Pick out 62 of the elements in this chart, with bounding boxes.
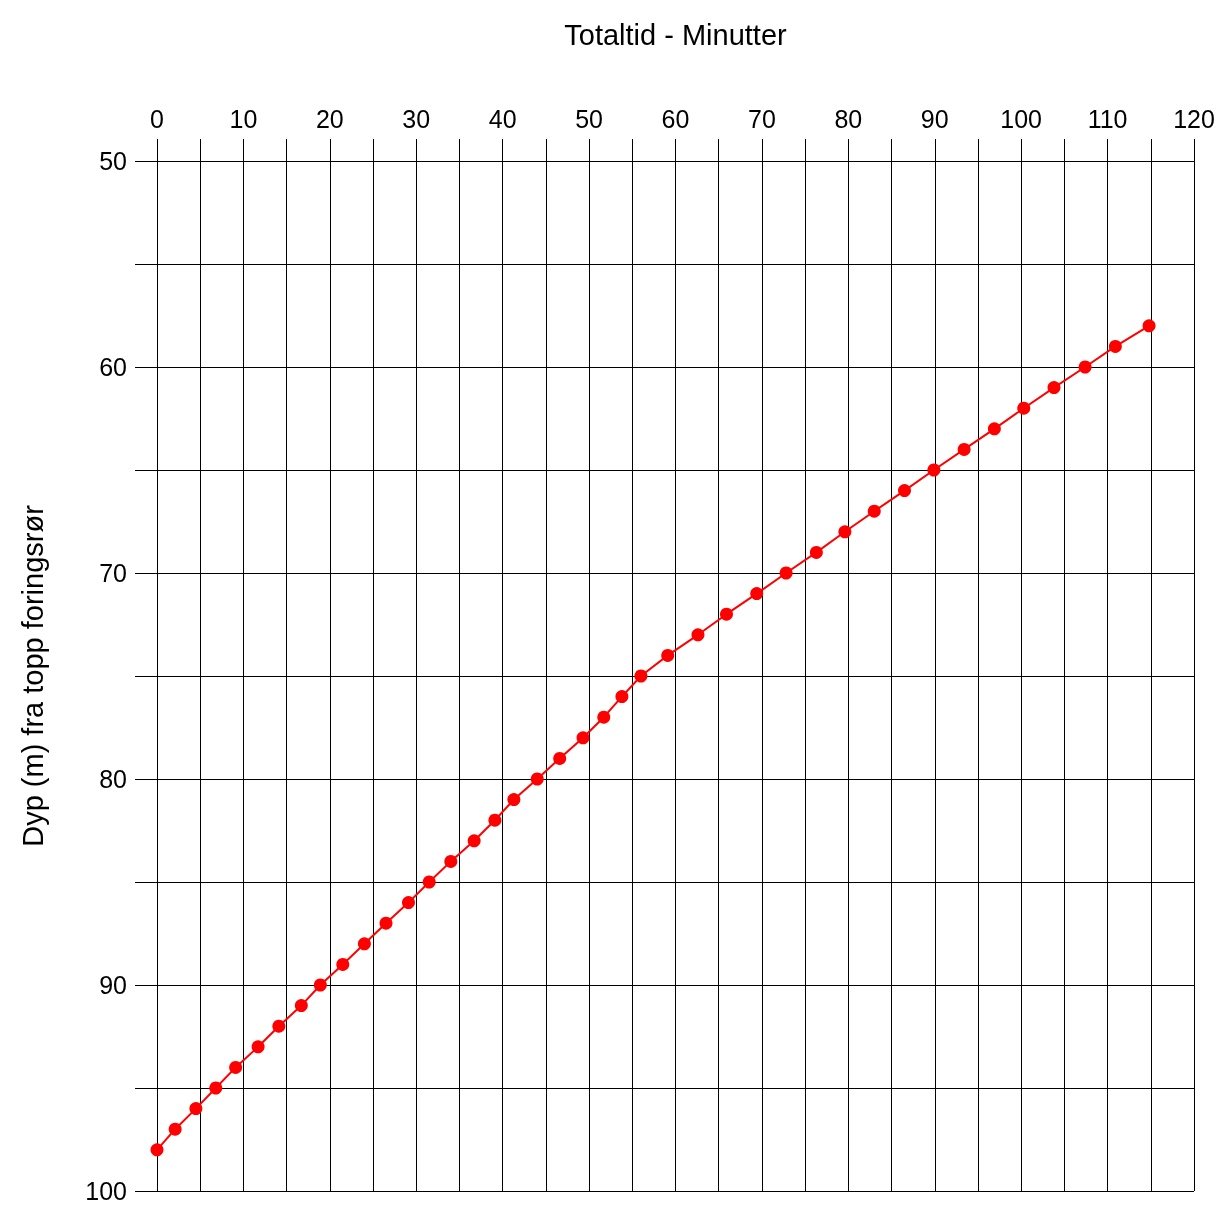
point <box>597 710 611 724</box>
point <box>720 607 733 621</box>
y-tick-label: 100 <box>85 1177 127 1205</box>
point <box>189 1102 203 1116</box>
point <box>691 628 705 642</box>
point <box>336 957 350 971</box>
point <box>401 896 415 910</box>
y-axis-title: Dyp (m) fra topp foringsrør <box>16 504 49 847</box>
x-tick-label: 60 <box>661 104 690 133</box>
point <box>1108 339 1122 353</box>
point <box>615 690 629 704</box>
x-tick-label: 40 <box>488 104 517 133</box>
point <box>957 442 971 456</box>
x-tick-label: 110 <box>1087 104 1128 133</box>
point <box>1078 360 1092 374</box>
point <box>168 1122 182 1136</box>
point <box>251 1040 265 1054</box>
point <box>838 525 852 539</box>
point <box>750 587 764 601</box>
y-tick-label: 60 <box>99 353 127 381</box>
x-tick-label: 80 <box>834 104 863 133</box>
point <box>809 545 823 559</box>
x-tick-label: 30 <box>402 104 431 133</box>
x-axis-title: Totaltid - Minutter <box>564 18 788 51</box>
point <box>1142 319 1156 333</box>
y-tick-label: 80 <box>99 765 127 793</box>
point <box>294 999 308 1013</box>
y-tick-label: 50 <box>99 147 127 175</box>
point <box>553 751 567 765</box>
point <box>379 916 393 930</box>
point <box>530 772 544 786</box>
point <box>927 463 941 477</box>
x-tick-label: 10 <box>229 104 258 133</box>
point <box>272 1019 286 1033</box>
y-tick-label: 70 <box>99 559 127 587</box>
point <box>313 978 327 992</box>
point <box>779 566 793 580</box>
x-tick-label: 120 <box>1173 104 1215 133</box>
point <box>507 793 521 807</box>
point <box>467 834 481 848</box>
point <box>661 648 675 662</box>
point <box>634 669 648 683</box>
y-tick-label: 90 <box>99 971 127 999</box>
point <box>357 937 371 951</box>
x-tick-label: 70 <box>748 104 776 133</box>
point <box>1047 381 1061 395</box>
point <box>867 504 881 518</box>
point <box>488 813 502 827</box>
point <box>209 1081 223 1095</box>
point <box>1017 401 1031 415</box>
x-tick-label: 0 <box>150 104 164 133</box>
x-tick-label: 50 <box>575 104 603 133</box>
x-tick-label: 90 <box>920 104 949 133</box>
point <box>987 422 1001 436</box>
point <box>150 1143 164 1157</box>
point <box>229 1060 243 1074</box>
x-tick-label: 20 <box>315 104 344 133</box>
point <box>576 731 590 745</box>
point <box>898 484 911 498</box>
point <box>422 875 436 889</box>
point <box>444 854 458 868</box>
x-tick-label: 100 <box>1000 104 1043 133</box>
